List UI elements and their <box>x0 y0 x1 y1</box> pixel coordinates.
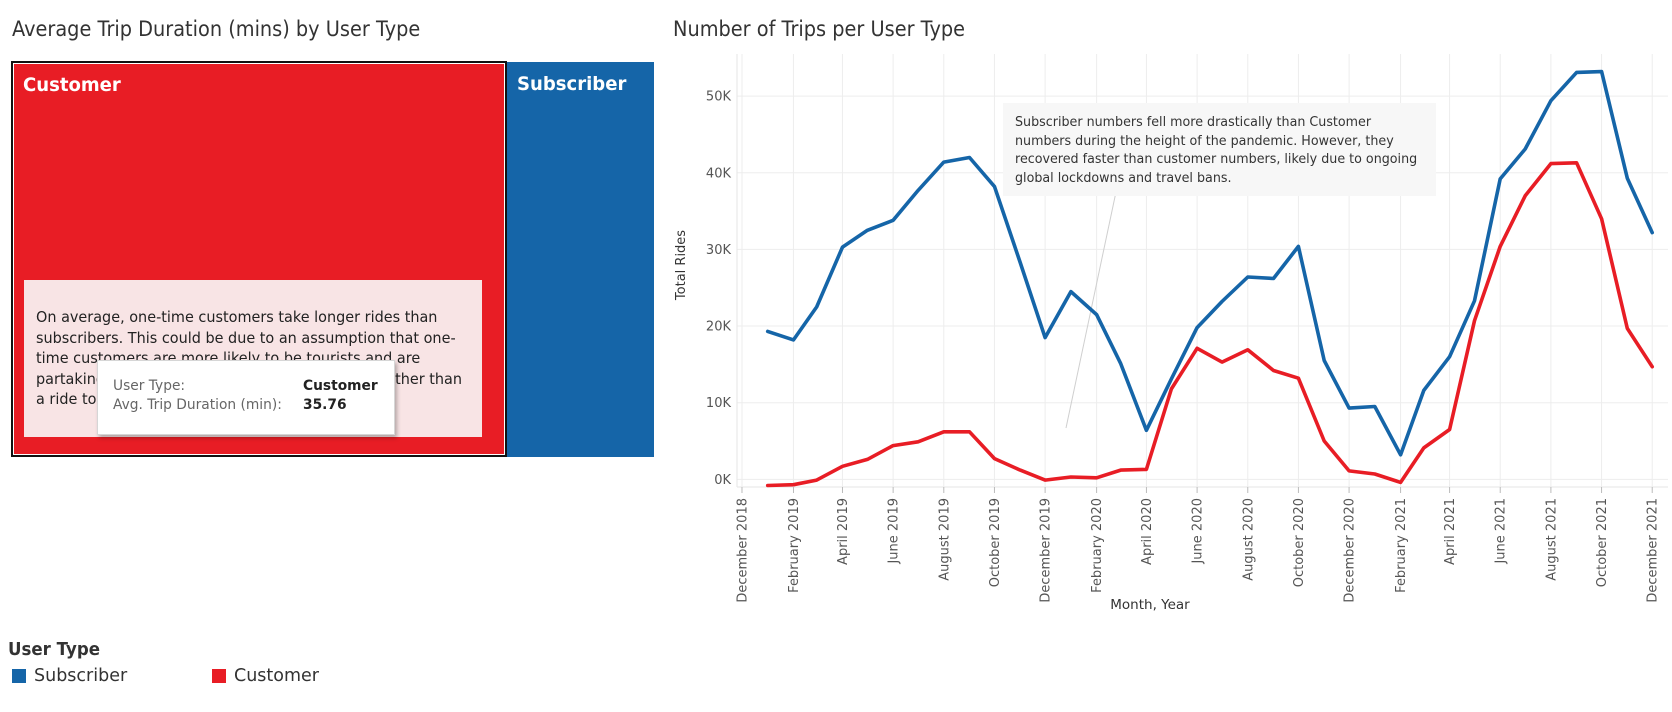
treemap-title: Average Trip Duration (mins) by User Typ… <box>12 17 421 41</box>
x-axis-label: Month, Year <box>1110 597 1190 613</box>
y-tick-label: 20K <box>706 320 732 335</box>
line-chart: 0K 10K 20K 30K 40K 50K December 2018 February … <box>674 54 1668 613</box>
line-chart-annotation-text: Subscriber numbers fell more drastically… <box>1015 114 1418 186</box>
legend-item-customer[interactable]: Customer <box>212 666 319 686</box>
x-tick-labels: December 2018 February 2019 April 2019 June… <box>735 498 1660 603</box>
series <box>765 69 1655 488</box>
tooltip-user-type-label: User Type: <box>113 378 186 394</box>
x-tick-label: August 2020 <box>1241 498 1256 581</box>
line-chart-title: Number of Trips per User Type <box>673 17 966 41</box>
tooltip: User Type: Customer Avg. Trip Duration (… <box>97 360 395 435</box>
treemap-tile-label: Subscriber <box>517 73 627 95</box>
series-line-customer <box>765 161 1655 488</box>
y-tick-label: 40K <box>706 166 732 181</box>
y-axis-label: Total Rides <box>674 230 689 301</box>
x-tick-label: February 2019 <box>787 498 802 593</box>
tooltip-row-duration: Avg. Trip Duration (min): 35.76 <box>113 396 394 415</box>
x-tick-label: February 2021 <box>1394 498 1409 593</box>
x-tick-label: June 2019 <box>887 498 902 565</box>
legend-label-subscriber: Subscriber <box>34 666 128 686</box>
y-tick-label: 50K <box>706 90 732 105</box>
x-tick-label: April 2020 <box>1140 498 1155 565</box>
x-tick-label: April 2019 <box>836 498 851 565</box>
series-line-subscriber <box>765 69 1655 457</box>
y-tick-label: 0K <box>714 473 731 488</box>
line-chart-annotation: Subscriber numbers fell more drastically… <box>1003 103 1436 196</box>
x-tick-label: February 2020 <box>1090 498 1105 593</box>
treemap-tile-label: Customer <box>23 74 121 96</box>
x-tick-label: October 2019 <box>988 498 1003 587</box>
legend-swatch-customer <box>212 669 226 683</box>
tooltip-user-type-value: Customer <box>303 378 378 394</box>
legend-title: User Type <box>8 640 101 660</box>
x-tick-label: December 2018 <box>735 498 750 603</box>
legend-label-customer: Customer <box>234 666 320 686</box>
legend-swatch-subscriber <box>12 669 26 683</box>
legend-item-subscriber[interactable]: Subscriber <box>12 666 127 686</box>
x-tick-label: August 2019 <box>937 498 952 581</box>
treemap-tile-subscriber[interactable]: Subscriber <box>507 62 654 457</box>
x-tick-label: June 2021 <box>1494 498 1509 565</box>
x-tick-label: August 2021 <box>1544 498 1559 581</box>
x-tick-label: December 2021 <box>1646 498 1661 603</box>
x-tick-label: December 2020 <box>1343 498 1358 603</box>
y-tick-label: 10K <box>706 396 732 411</box>
x-tick-label: October 2021 <box>1595 498 1610 587</box>
tooltip-duration-value: 35.76 <box>303 397 347 413</box>
x-tick-label: June 2020 <box>1191 498 1206 565</box>
tooltip-row-user-type: User Type: Customer <box>113 377 394 396</box>
y-tick-labels: 0K 10K 20K 30K 40K 50K <box>706 90 732 488</box>
tooltip-duration-label: Avg. Trip Duration (min): <box>113 397 282 413</box>
x-tick-label: October 2020 <box>1292 498 1307 587</box>
y-tick-label: 30K <box>706 243 732 258</box>
x-tick-label: April 2021 <box>1443 498 1458 565</box>
x-tick-label: December 2019 <box>1039 498 1054 603</box>
